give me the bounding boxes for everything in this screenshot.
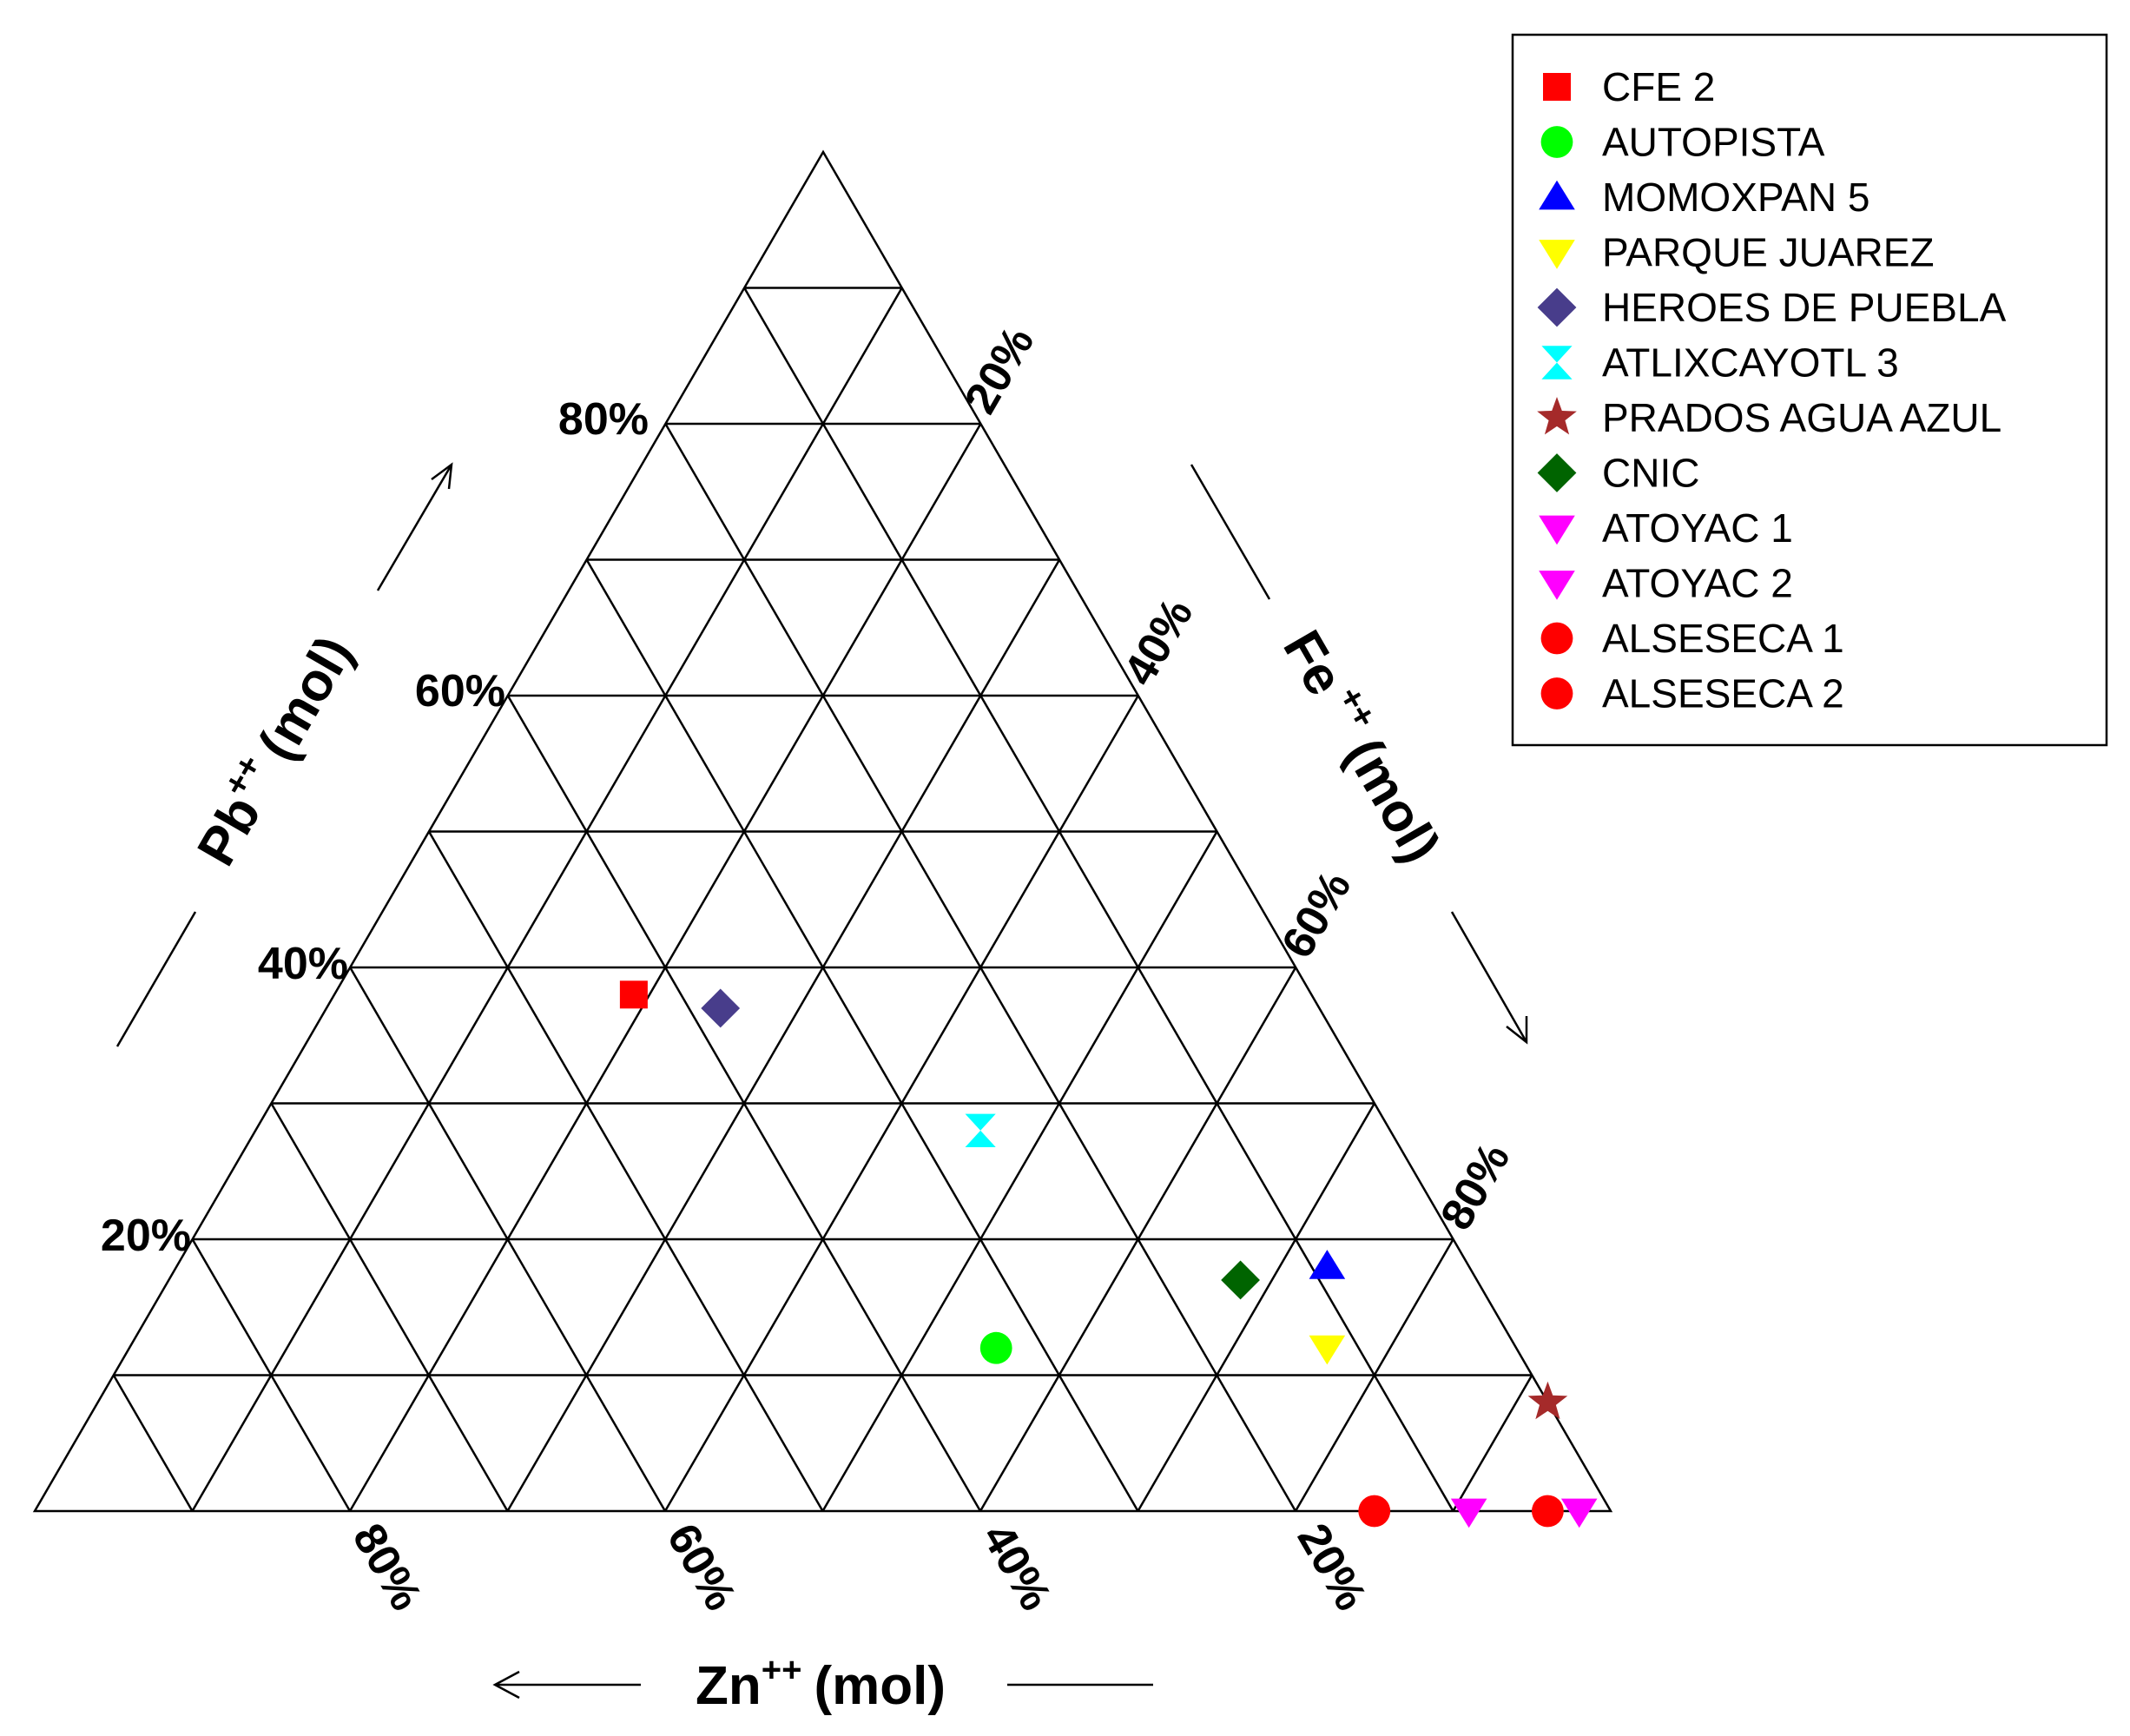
ternary-grid: [32, 149, 1613, 1513]
zn-tick-labels: 80% 60% 40% 20%: [343, 1515, 1376, 1619]
grid-line-fe: [506, 558, 1061, 1512]
legend-marker: [1539, 240, 1575, 269]
legend-marker: [1539, 571, 1575, 600]
legend-marker: [1537, 397, 1577, 435]
legend-label: PRADOS AGUA AZUL: [1602, 395, 2001, 440]
legend-label: ATOYAC 1: [1602, 505, 1793, 551]
grid-line-fe: [979, 967, 1297, 1512]
zn-tick-label: 60%: [657, 1515, 746, 1619]
legend-label: CFE 2: [1602, 64, 1715, 109]
data-point: [1221, 1260, 1260, 1300]
pb-tick-label: 20%: [101, 1211, 191, 1261]
grid-line-zn: [743, 287, 1454, 1512]
legend: CFE 2 AUTOPISTA MOMOXPAN 5 PARQUE JUAREZ HER…: [1511, 33, 2108, 747]
data-point: [619, 980, 648, 1009]
grid-line-fe: [1452, 1374, 1533, 1512]
fe-arrow-head-icon: [1506, 1016, 1528, 1045]
grid-line-zn: [585, 558, 1139, 1512]
pb-axis-title: Pb++(mol): [181, 624, 365, 875]
data-point: [1309, 1250, 1346, 1279]
legend-label: CNIC: [1602, 451, 1699, 496]
legend-marker: [1540, 677, 1573, 710]
legend-marker: [1540, 622, 1573, 655]
fe-tick-labels: 20% 40% 60% 80%: [955, 319, 1520, 1238]
zn-tick-label: 20%: [1288, 1515, 1376, 1619]
pb-tick-label: 60%: [415, 666, 505, 716]
data-point: [965, 1113, 996, 1147]
pb-unit: (mol): [247, 626, 365, 770]
legend-items: CFE 2 AUTOPISTA MOMOXPAN 5 PARQUE JUAREZ HER…: [1537, 64, 2007, 716]
fe-axis-title: Fe++(mol): [1271, 618, 1455, 873]
legend-label: ATOYAC 2: [1602, 561, 1793, 606]
data-point: [1358, 1495, 1391, 1528]
grid-line-zn: [270, 1102, 509, 1512]
grid-line-fe: [1137, 1102, 1375, 1512]
legend-label: MOMOXPAN 5: [1602, 175, 1870, 220]
fe-tick-label: 20%: [955, 319, 1044, 422]
svg-text:Fe++(mol): Fe++(mol): [1271, 618, 1455, 873]
legend-marker: [1540, 126, 1573, 158]
data-point: [1532, 1495, 1564, 1528]
data-points: [619, 980, 1598, 1528]
zn-tick-label: 80%: [343, 1515, 432, 1619]
zn-axis-title: Zn++ (mol): [696, 1651, 946, 1716]
legend-marker: [1539, 180, 1575, 210]
fe-unit: (mol): [1334, 729, 1452, 873]
grid-line-fe: [1294, 1238, 1454, 1512]
svg-text:Zn++(mol): Zn++ (mol): [696, 1651, 946, 1716]
zn-charge: ++: [762, 1651, 802, 1689]
pb-axis-line-lower: [115, 911, 197, 1047]
grid-line-fe: [191, 287, 903, 1512]
zn-unit: (mol): [814, 1656, 946, 1716]
zn-tick-label: 40%: [973, 1515, 1061, 1619]
legend-label: ALSESECA 2: [1602, 671, 1844, 716]
legend-label: PARQUE JUAREZ: [1602, 230, 1935, 275]
legend-label: AUTOPISTA: [1602, 120, 1825, 165]
pb-element: Pb: [186, 786, 272, 875]
grid-line-zn: [349, 967, 667, 1512]
zn-element: Zn: [696, 1656, 762, 1716]
legend-marker: [1537, 453, 1577, 492]
legend-marker: [1541, 346, 1573, 380]
svg-text:Pb++(mol): Pb++(mol): [181, 624, 365, 875]
pb-tick-label: 80%: [558, 394, 649, 445]
data-point: [701, 988, 741, 1028]
legend-marker: [1543, 73, 1571, 101]
grid-line-zn: [112, 1374, 194, 1512]
grid-line-fe: [821, 830, 1218, 1512]
legend-marker: [1539, 515, 1575, 545]
fe-axis-arrow-line: [1450, 911, 1528, 1043]
legend-box: [1511, 33, 2108, 747]
fe-charge: ++: [1330, 680, 1383, 734]
pb-axis-arrow-line: [376, 464, 453, 591]
fe-axis-line-upper: [1190, 464, 1271, 600]
legend-label: ALSESECA 1: [1602, 616, 1844, 661]
data-point: [979, 1331, 1012, 1364]
legend-marker: [1537, 287, 1577, 327]
data-point: [1450, 1498, 1487, 1528]
data-point: [1560, 1498, 1598, 1528]
data-point: [1527, 1381, 1568, 1420]
grid-line-zn: [191, 1238, 352, 1512]
pb-tick-labels: 20% 40% 60% 80%: [101, 394, 649, 1261]
legend-label: HEROES DE PUEBLA: [1602, 285, 2007, 330]
pb-arrow-head-icon: [431, 462, 453, 490]
zn-arrow-head-icon: [492, 1670, 520, 1700]
pb-tick-label: 40%: [258, 939, 348, 989]
legend-label: ATLIXCAYOTL 3: [1602, 340, 1899, 386]
data-point: [1309, 1335, 1346, 1365]
grid-line-zn: [427, 830, 824, 1512]
